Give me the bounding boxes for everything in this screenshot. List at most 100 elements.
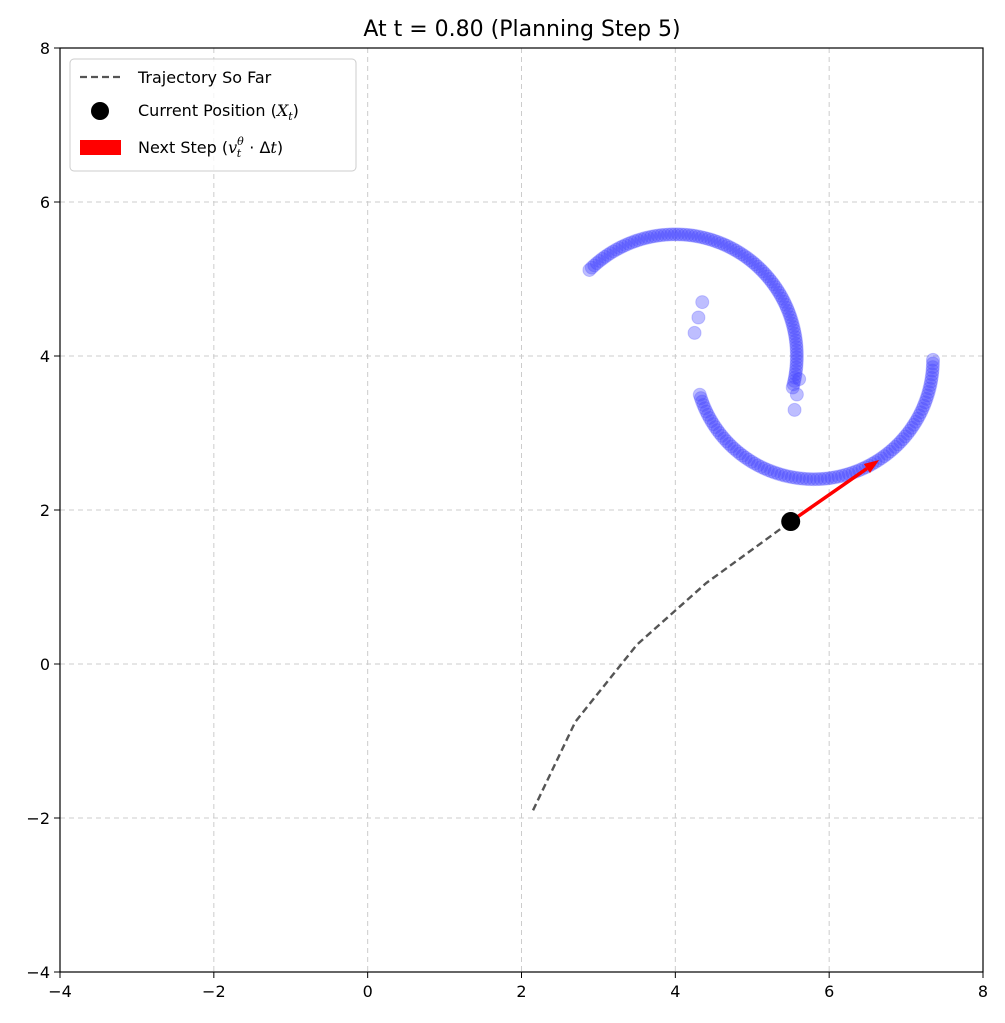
target-point-134 (795, 471, 810, 486)
target-point-116 (735, 448, 750, 463)
target-point-16 (627, 234, 642, 249)
target-point-20 (640, 230, 655, 245)
target-point-191 (789, 387, 804, 402)
legend-frame (69, 58, 357, 172)
target-point-113 (727, 441, 742, 456)
x-tick-label-2: 0 (363, 982, 373, 1001)
target-point-138 (810, 472, 825, 487)
target-point-140 (817, 471, 832, 486)
target-point-62 (766, 277, 781, 292)
target-point-127 (770, 466, 785, 481)
y-tick-label-6: 8 (40, 39, 50, 58)
x-tick-label-5: 6 (824, 982, 834, 1001)
legend-step-var2: t (270, 138, 277, 157)
target-point-139 (813, 472, 828, 487)
target-point-193 (695, 295, 710, 310)
target-point-91 (787, 370, 802, 385)
target-point-184 (924, 370, 939, 385)
target-point-119 (744, 454, 759, 469)
target-point-174 (913, 405, 928, 420)
target-point-8 (603, 246, 618, 261)
target-point-186 (925, 363, 940, 378)
target-point-159 (880, 446, 895, 461)
target-point-195 (687, 325, 702, 340)
trajectory-layer (531, 520, 792, 811)
target-point-192 (792, 372, 807, 387)
legend-current-label: Current Position (Xt) (138, 101, 299, 123)
target-point-44 (720, 238, 735, 253)
target-point-104 (706, 417, 721, 432)
target-point-145 (835, 468, 850, 483)
target-point-144 (831, 469, 846, 484)
target-point-26 (660, 227, 675, 242)
target-point-85 (789, 350, 804, 365)
target-point-76 (786, 320, 801, 335)
target-point-122 (754, 459, 769, 474)
target-point-129 (777, 468, 792, 483)
target-point-177 (918, 395, 933, 410)
legend-step-sub: t (237, 147, 242, 160)
target-point-9 (606, 244, 621, 259)
y-tick-label-0: −4 (26, 963, 50, 982)
target-point-130 (781, 469, 796, 484)
target-point-1 (584, 260, 599, 275)
target-point-183 (924, 374, 939, 389)
chart-title: At t = 0.80 (Planning Step 5) (363, 17, 680, 42)
target-point-158 (877, 449, 892, 464)
target-point-101 (700, 407, 715, 422)
legend-current-var: X (275, 101, 289, 120)
target-point-45 (723, 240, 738, 255)
target-point-106 (710, 423, 725, 438)
target-point-143 (827, 470, 842, 485)
target-point-120 (747, 456, 762, 471)
target-point-34 (687, 228, 702, 243)
target-point-124 (760, 462, 775, 477)
target-point-3 (589, 256, 604, 271)
target-point-87 (789, 357, 804, 372)
target-point-61 (764, 274, 779, 289)
target-point-117 (738, 450, 753, 465)
target-point-43 (717, 237, 732, 252)
legend-step-label: Next Step (vθ t · Δt) (138, 135, 283, 160)
target-point-57 (755, 264, 770, 279)
legend-step-mid: · Δ (244, 138, 270, 157)
target-point-64 (770, 282, 785, 297)
target-point-103 (704, 414, 719, 429)
target-point-23 (650, 228, 665, 243)
target-point-50 (737, 249, 752, 264)
target-point-94 (785, 380, 800, 395)
target-point-4 (592, 253, 607, 268)
target-point-38 (701, 231, 716, 246)
y-tick-label-3: 2 (40, 501, 50, 520)
target-point-180 (921, 384, 936, 399)
target-point-51 (740, 251, 755, 266)
target-point-21 (644, 229, 659, 244)
target-point-7 (600, 247, 615, 262)
target-point-60 (762, 272, 777, 287)
target-point-95 (692, 387, 707, 402)
target-point-74 (784, 313, 799, 328)
target-point-47 (729, 243, 744, 258)
target-point-181 (922, 381, 937, 396)
target-point-165 (895, 432, 910, 447)
target-point-89 (788, 363, 803, 378)
target-point-123 (757, 461, 772, 476)
target-point-125 (764, 464, 779, 479)
target-point-24 (654, 228, 669, 243)
target-point-33 (684, 228, 699, 243)
target-point-188 (925, 356, 940, 371)
target-point-194 (691, 310, 706, 325)
trajectory-line (531, 520, 792, 811)
target-point-49 (734, 247, 749, 262)
target-point-41 (710, 234, 725, 249)
x-tick-label-6: 8 (978, 982, 988, 1001)
x-tick-label-0: −4 (48, 982, 72, 1001)
legend-current-suffix: ) (293, 101, 299, 120)
target-point-19 (637, 231, 652, 246)
current-position-marker (781, 512, 801, 532)
target-point-164 (893, 434, 908, 449)
target-point-69 (778, 297, 793, 312)
target-point-11 (612, 241, 627, 256)
target-point-189 (926, 352, 941, 367)
target-point-170 (906, 417, 921, 432)
